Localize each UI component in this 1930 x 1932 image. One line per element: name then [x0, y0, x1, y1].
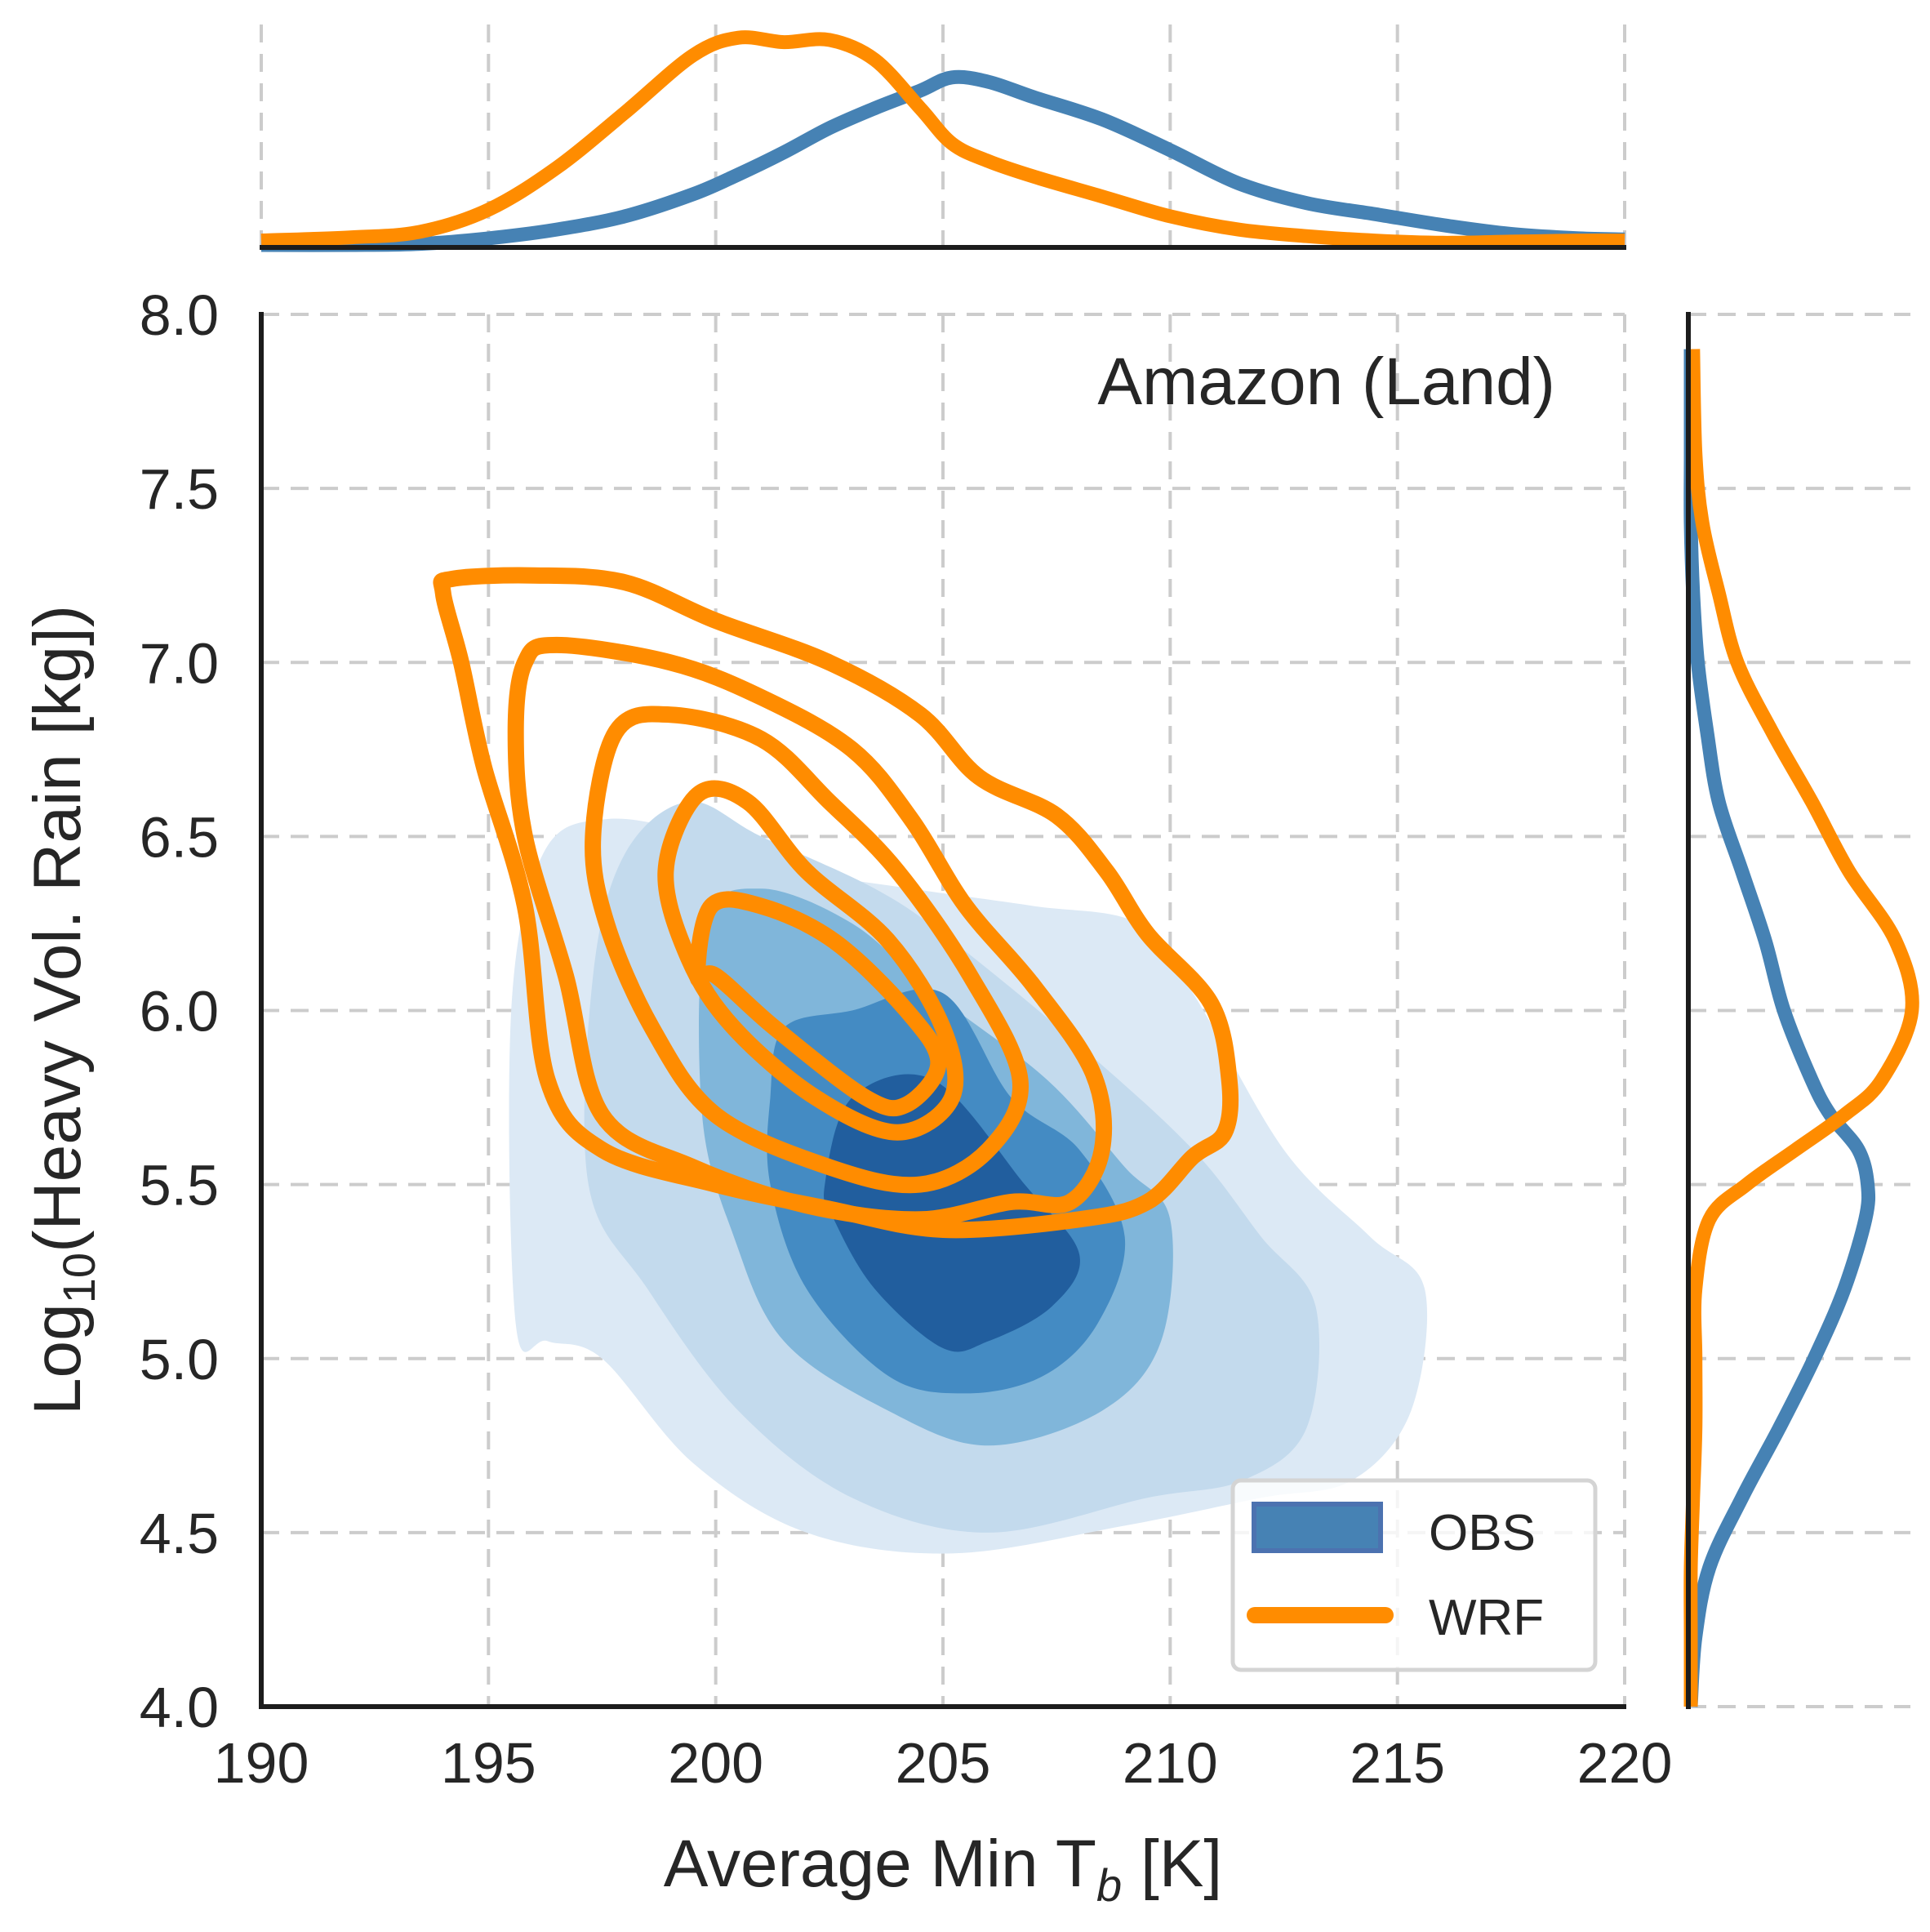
region-annotation: Amazon (Land) [1097, 345, 1555, 419]
wrf-contour-level-2 [507, 636, 1113, 1228]
y-axis-label: Log10(Heavy Vol. Rain [kg]) [20, 605, 105, 1415]
y-tick-label: 4.0 [140, 1676, 219, 1739]
right-marginal-curves [1683, 349, 1919, 1707]
y-tick-label: 5.0 [140, 1328, 219, 1391]
top-marginal-axes [260, 24, 1626, 252]
x-tick-label: 190 [214, 1731, 309, 1795]
wrf-contour-level-5 [689, 891, 947, 1117]
y-tick-labels: 4.0 4.5 5.0 5.5 6.0 6.5 7.0 7.5 8.0 [140, 283, 219, 1739]
top-marginal-curves [260, 30, 1625, 252]
top-marginal-curve-obs [260, 69, 1625, 252]
right-marginal-curve-wrf [1683, 349, 1919, 1707]
x-tick-labels: 190 195 200 205 210 215 220 [214, 1731, 1673, 1795]
x-tick-label: 205 [896, 1731, 991, 1795]
main-axes: 190 195 200 205 210 215 220 4.0 4.5 5.0 5.5 6.0 6.5… [20, 283, 1672, 1911]
right-marginal-grid [1688, 313, 1910, 1708]
wrf-kde-line-contours [433, 567, 1239, 1239]
y-tick-label: 6.0 [140, 980, 219, 1044]
x-tick-label: 195 [441, 1731, 536, 1795]
wrf-contour-level-1 [433, 567, 1239, 1239]
top-marginal-curve-wrf [260, 30, 1625, 250]
y-tick-label: 7.0 [140, 631, 219, 695]
y-tick-label: 6.5 [140, 805, 219, 869]
x-axis-label: Average Min Tb [K] [664, 1827, 1222, 1911]
right-marginal-axes [1683, 312, 1919, 1709]
wrf-contour-level-3 [585, 706, 1029, 1194]
legend-swatch-obs [1252, 1502, 1383, 1553]
y-tick-label: 7.5 [140, 457, 219, 521]
y-tick-label: 8.0 [140, 283, 219, 347]
right-marginal-curve-obs [1683, 349, 1876, 1707]
x-tick-label: 220 [1577, 1731, 1673, 1795]
wrf-contour-level-4 [657, 780, 964, 1141]
x-tick-label: 200 [668, 1731, 763, 1795]
legend: OBS WRF [1230, 1478, 1598, 1672]
x-tick-label: 215 [1350, 1731, 1445, 1795]
x-tick-label: 210 [1123, 1731, 1218, 1795]
y-tick-label: 4.5 [140, 1502, 219, 1565]
legend-label-obs: OBS [1429, 1505, 1536, 1561]
y-tick-label: 5.5 [140, 1154, 219, 1218]
legend-label-wrf: WRF [1429, 1590, 1544, 1646]
